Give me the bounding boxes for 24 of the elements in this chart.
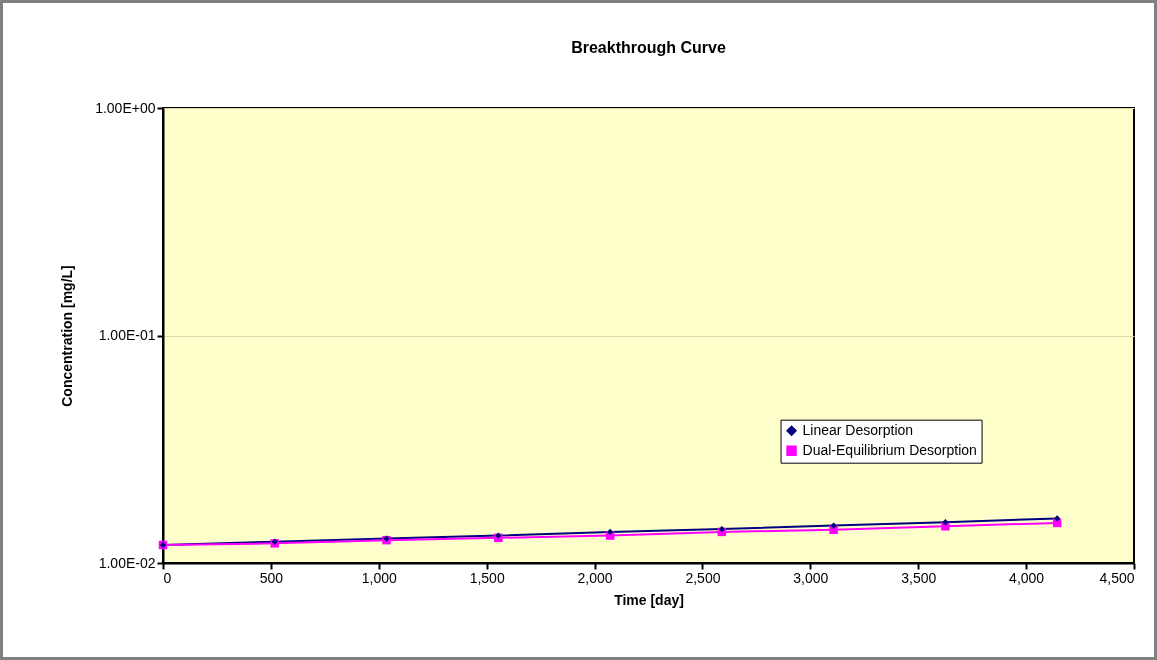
- x-tick-label: 1,000: [361, 569, 397, 586]
- y-tick-label: 1.00E+00: [95, 99, 156, 116]
- point: [830, 522, 837, 529]
- y-tick-label: 1.00E-02: [98, 554, 156, 571]
- x-tick-label: 0: [163, 569, 172, 586]
- x-tick-label: 3,000: [793, 569, 829, 586]
- point: [942, 519, 949, 526]
- y-tick-label: 1.00E-01: [98, 327, 156, 343]
- legend-label: Dual-Equilibrium Desorption: [802, 441, 977, 458]
- chart-title: Breakthrough Curve: [571, 39, 726, 56]
- y-axis-title: Concentration [mg/L]: [59, 265, 76, 407]
- x-tick-label: 2,000: [577, 569, 613, 586]
- x-tick-label: 4,500: [1099, 569, 1135, 586]
- x-tick-label: 3,500: [901, 569, 937, 586]
- x-tick-label: 4,000: [1009, 569, 1045, 586]
- x-tick-label: 2,500: [685, 569, 721, 586]
- point: [606, 528, 614, 536]
- point: [1054, 515, 1061, 522]
- legend-label: Linear Desorption: [802, 421, 914, 438]
- x-tick-label: 1,500: [469, 569, 505, 586]
- x-axis-title: Time [day]: [614, 591, 684, 608]
- point: [718, 525, 726, 533]
- x-tick-label: 500: [259, 569, 284, 586]
- point: [495, 532, 502, 539]
